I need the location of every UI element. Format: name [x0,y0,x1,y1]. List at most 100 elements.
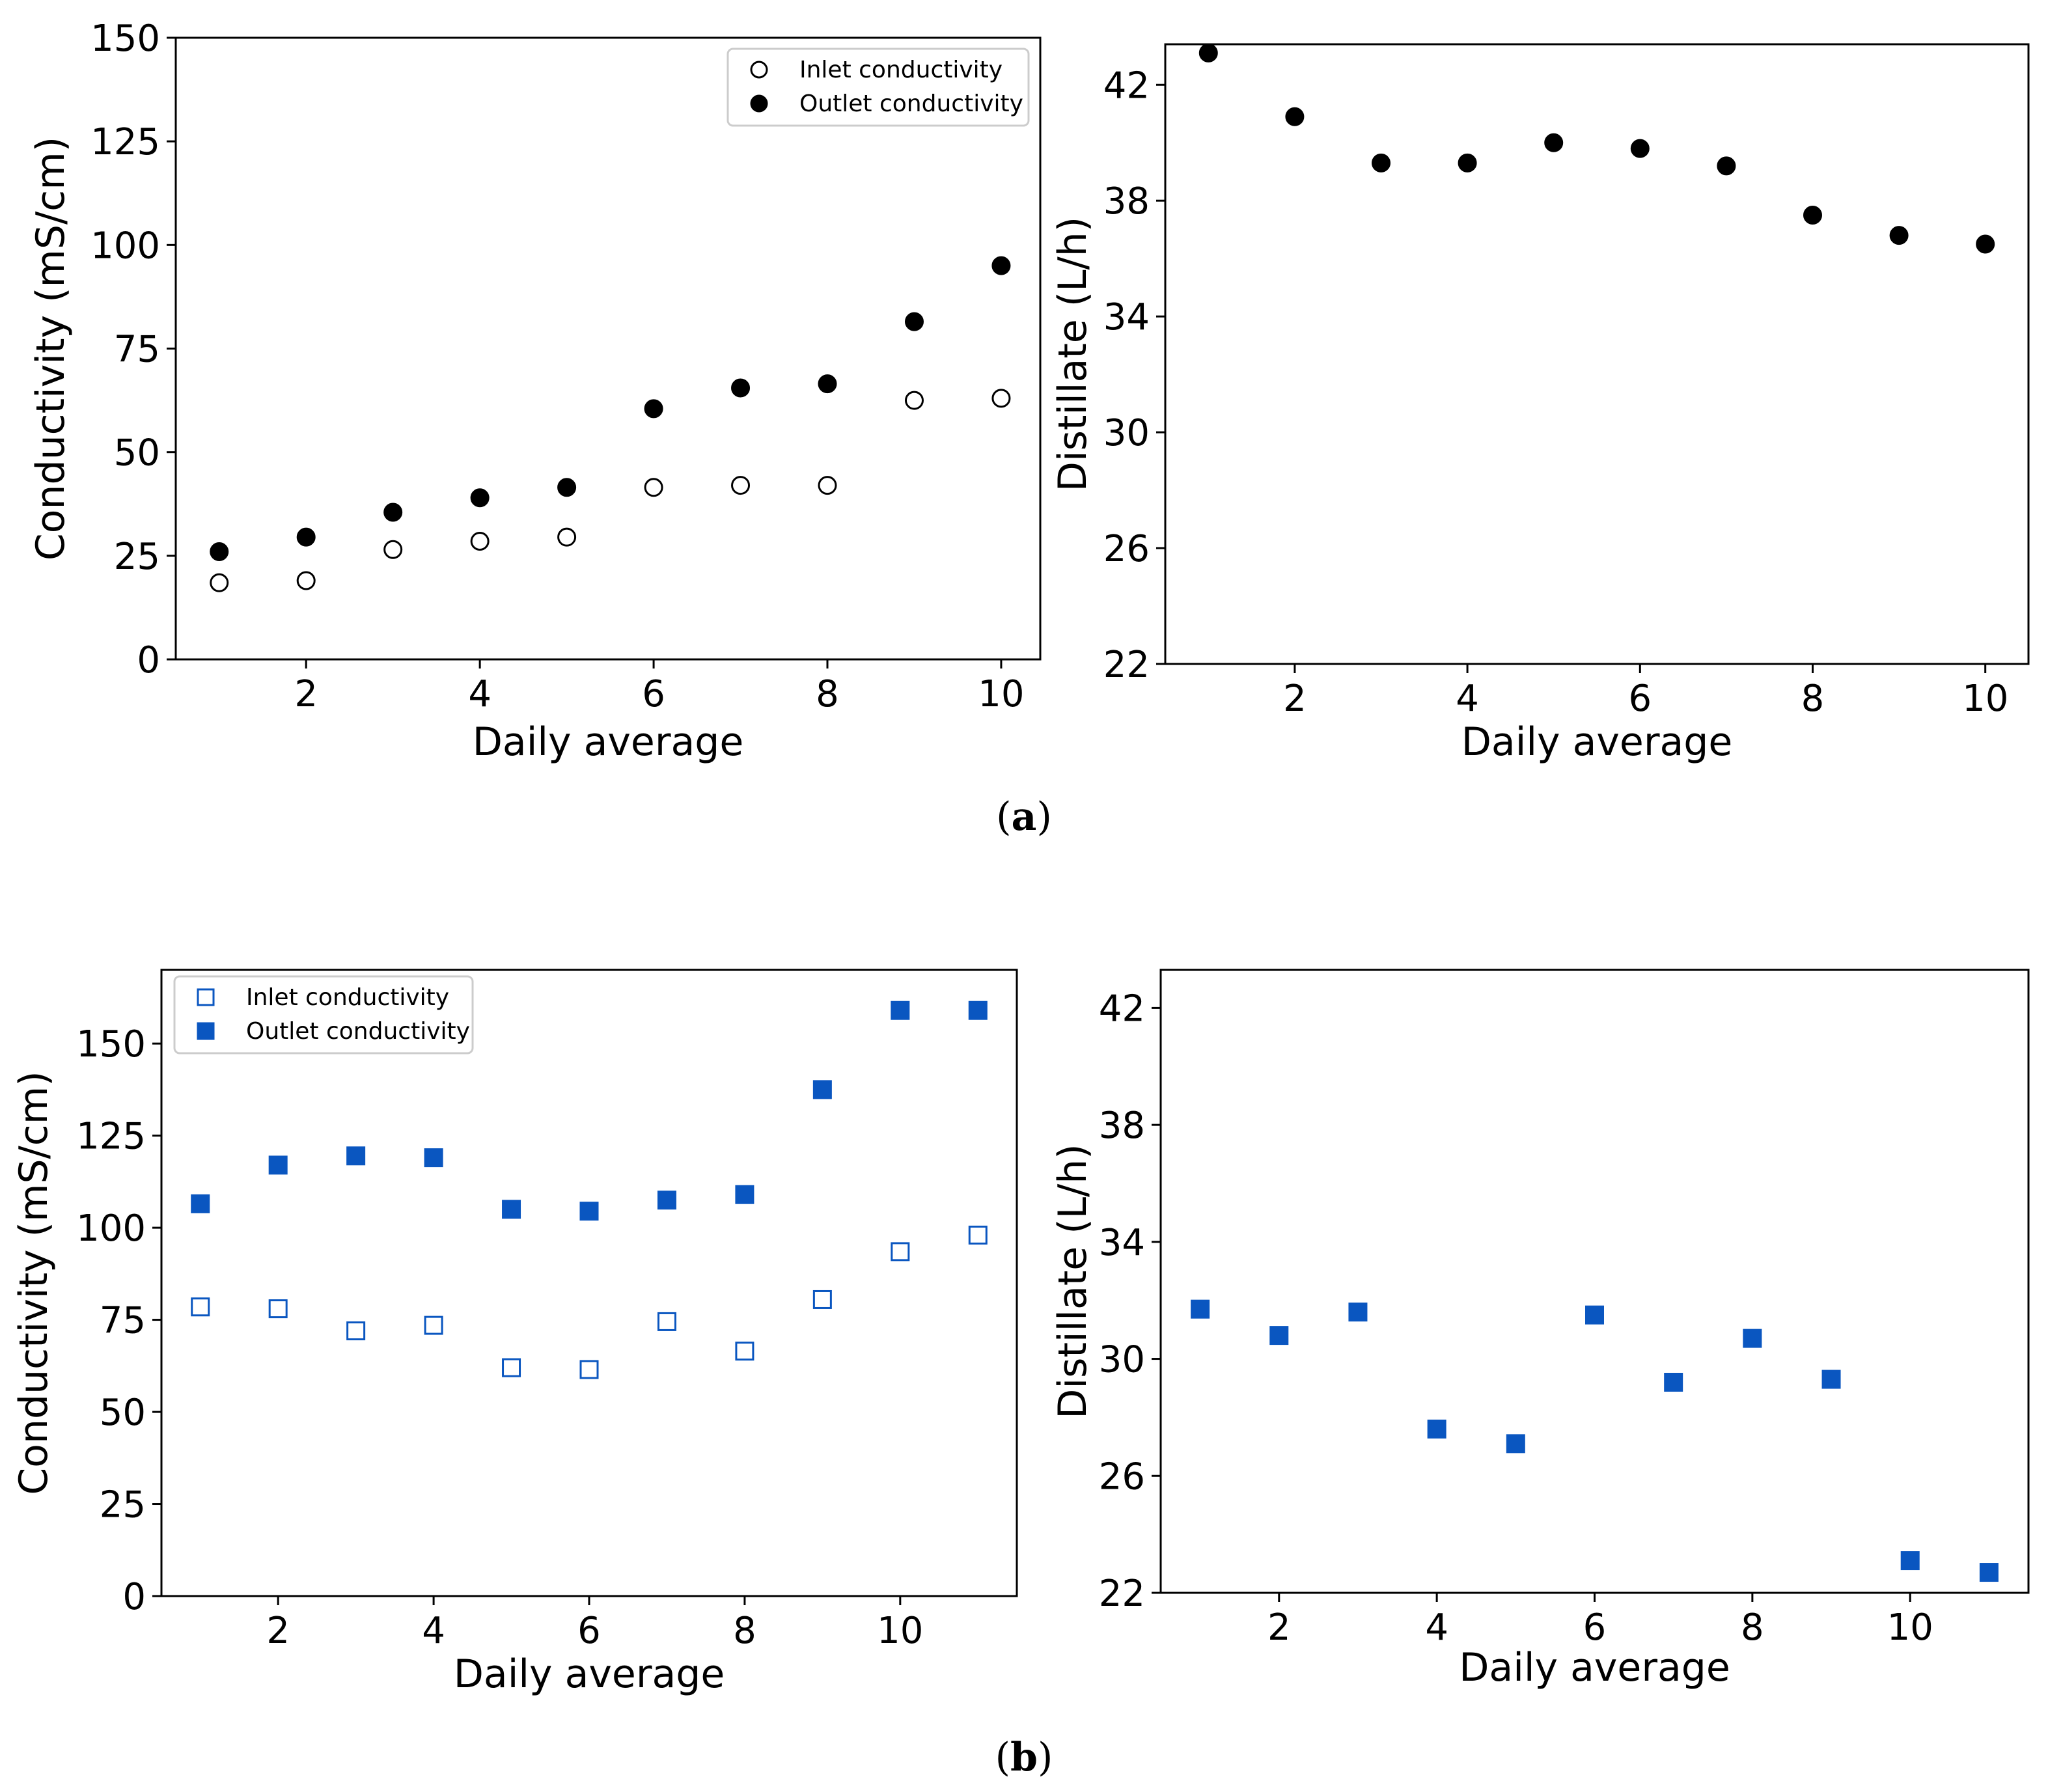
x-tick-label: 6 [1583,1606,1607,1649]
data-point [1372,153,1391,172]
x-axis-label: Daily average [473,719,744,765]
series-outlet-conductivity [210,256,1011,561]
x-tick-label: 10 [877,1610,923,1652]
plot-frame [1159,969,2030,1594]
data-point [812,1289,832,1309]
data-point [1889,226,1909,245]
panel-label-b: (b) [995,1735,1053,1780]
x-tick-label: 2 [1267,1606,1291,1649]
data-point [891,1242,910,1261]
data-point [1191,1299,1210,1319]
data-point [735,1342,754,1361]
data-point [991,389,1011,408]
x-tick-label: 6 [577,1610,601,1652]
y-tick-label: 34 [1103,296,1150,338]
data-point [383,503,403,522]
data-point [731,378,751,398]
y-tick-label: 42 [1099,987,1145,1030]
data-point [1900,1551,1920,1571]
x-tick-label: 8 [816,673,839,715]
x-tick-label: 8 [1741,1606,1764,1649]
legend-box [173,975,474,1055]
data-point [579,1360,599,1379]
y-tick-label: 75 [100,1300,146,1342]
y-axis-label: Conductivity (mS/cm) [11,1071,57,1495]
legend-label: Inlet conductivity [799,57,1003,83]
data-point [470,532,490,551]
legend: Inlet conductivity Outlet conductivity [173,975,474,1055]
plot-frame [1164,43,2030,665]
data-point [1506,1434,1525,1454]
data-point [1976,234,1995,254]
legend-label: Outlet conductivity [799,90,1023,117]
data-point [557,478,577,497]
data-point [470,488,490,508]
y-tick-label: 100 [76,1207,146,1250]
data-point [1803,205,1822,225]
y-tick-label: 25 [114,536,160,578]
data-point [502,1358,521,1377]
series-outlet-conductivity [191,1000,988,1221]
data-point [191,1194,210,1213]
data-point [296,571,316,590]
y-tick-label: 26 [1103,528,1150,570]
data-point [557,527,577,547]
data-point [1717,156,1736,176]
data-point [891,1000,910,1020]
x-axis-label: Daily average [1461,719,1733,765]
y-tick-label: 38 [1099,1105,1145,1147]
data-point [1743,1329,1762,1348]
series-distillate [1191,1299,1999,1582]
x-tick-label: 4 [1425,1606,1448,1649]
data-point [1427,1419,1446,1439]
data-point [424,1316,443,1335]
y-tick-label: 75 [114,329,160,371]
data-point [1269,1326,1289,1345]
legend: Inlet conductivity Outlet conductivity [726,48,1030,127]
legend-label: Inlet conductivity [246,984,449,1011]
legend-marker [197,1022,215,1040]
data-point [657,1191,676,1210]
data-point [657,1312,676,1331]
x-tick-label: 8 [1801,678,1825,720]
data-point [1979,1563,1999,1582]
y-tick-label: 150 [76,1023,146,1066]
data-point [1348,1303,1368,1322]
data-point [191,1297,210,1317]
data-point [1664,1373,1683,1392]
y-tick-label: 42 [1103,64,1150,107]
data-point [424,1148,443,1168]
panel-label-a: (a) [996,794,1052,840]
data-point [268,1155,288,1175]
x-tick-label: 6 [642,673,665,715]
x-tick-label: 6 [1628,678,1652,720]
y-tick-label: 22 [1099,1573,1145,1615]
x-tick-label: 2 [294,673,318,715]
x-tick-label: 10 [978,673,1024,715]
x-axis-label: Daily average [1459,1645,1730,1690]
y-tick-label: 26 [1099,1455,1145,1498]
data-point [968,1225,988,1245]
series-inlet-conductivity [210,389,1011,592]
y-tick-label: 50 [100,1392,146,1434]
legend-label: Outlet conductivity [246,1018,470,1045]
chart-b-right: 2 4 6 8 10 22 26 30 34 38 42 Daily average Distillat… [1050,969,2030,1690]
data-point [818,476,837,495]
x-tick-label: 10 [1962,678,2008,720]
x-tick-label: 4 [1456,678,1479,720]
panel-label-b-letter: b [1010,1735,1038,1780]
data-point [1585,1305,1604,1325]
y-tick-label: 50 [114,432,160,475]
series-inlet-conductivity [191,1225,988,1379]
data-point [1458,153,1477,172]
data-point [904,391,924,410]
y-tick-label: 150 [90,18,160,60]
x-axis-label: Daily average [454,1651,725,1697]
data-point [735,1185,754,1204]
data-point [210,542,229,561]
y-tick-label: 34 [1099,1222,1145,1264]
legend-marker [750,61,768,79]
legend-marker [197,988,215,1006]
